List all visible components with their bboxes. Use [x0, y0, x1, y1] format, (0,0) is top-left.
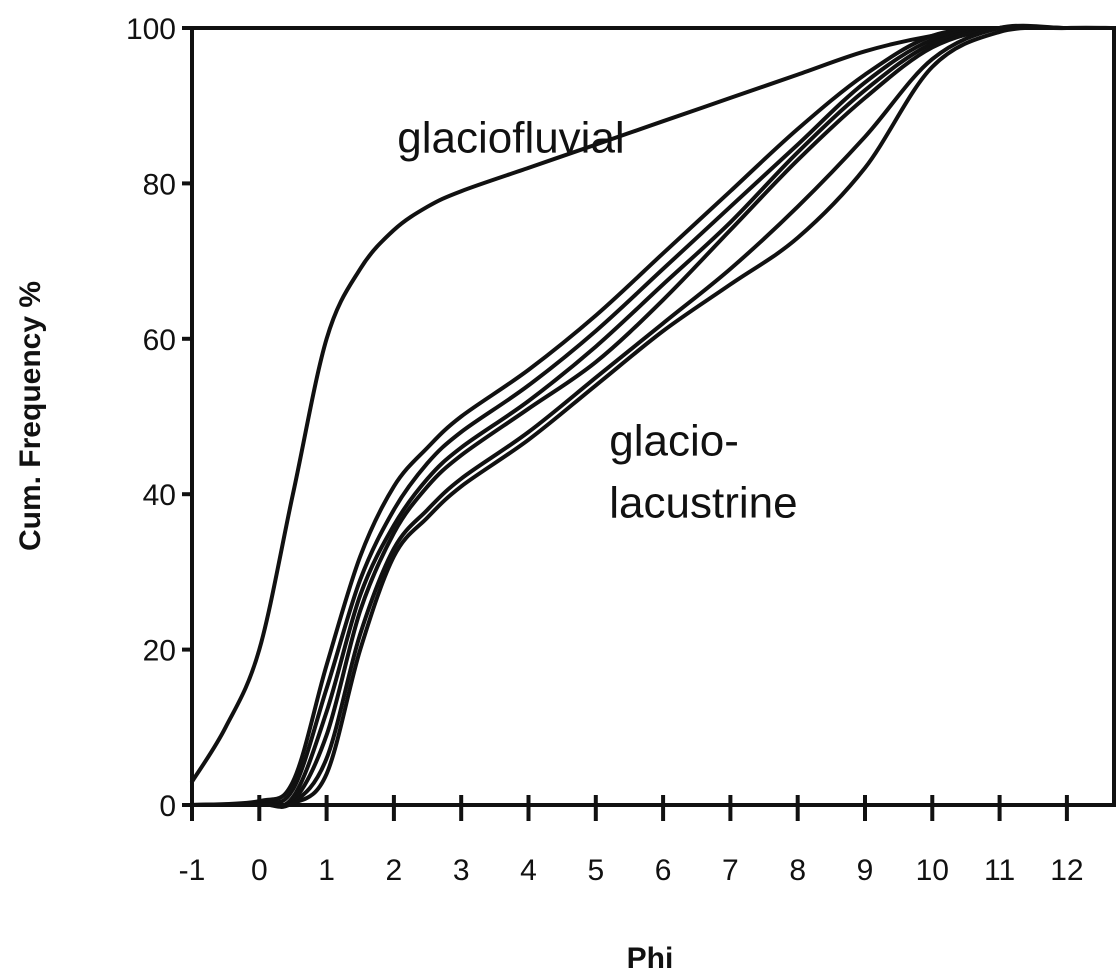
x-tick-label: 4: [520, 854, 537, 887]
plot-frame: [190, 26, 1116, 807]
x-tick-label: 0: [251, 854, 268, 887]
y-axis: 0 20 40 60 80 100: [126, 13, 192, 823]
y-tick-label: 60: [143, 324, 176, 357]
y-tick-label: 0: [159, 790, 176, 823]
curves: [190, 23, 1116, 809]
annotation-label: lacustrine: [609, 479, 797, 528]
annotation-label: glaciofluvial: [397, 113, 624, 162]
y-tick-label: 100: [126, 13, 176, 46]
x-tick-label: 10: [916, 854, 949, 887]
glaciolacustrine-curve: [190, 23, 1116, 809]
glaciolacustrine-curve: [190, 25, 1116, 807]
y-tick-label: 80: [143, 168, 176, 201]
glaciolacustrine-curve: [190, 25, 1116, 807]
glaciolacustrine-curve: [190, 24, 1116, 808]
y-tick-label: 20: [143, 635, 176, 668]
x-tick-label: 5: [587, 854, 604, 887]
x-tick-label: 6: [655, 854, 672, 887]
x-tick-label: 7: [722, 854, 739, 887]
x-tick-label: 12: [1050, 854, 1083, 887]
x-tick-label: 1: [318, 854, 335, 887]
x-tick-label: 8: [789, 854, 806, 887]
annotations: glaciofluvial glacio-lacustrine: [397, 113, 797, 527]
x-tick-label: 2: [386, 854, 403, 887]
x-tick-label: 9: [857, 854, 874, 887]
y-tick-label: 40: [143, 479, 176, 512]
y-axis-title: Cum. Frequency %: [14, 281, 47, 551]
x-axis-title: Phi: [627, 942, 674, 974]
glaciolacustrine-curve: [190, 25, 1116, 808]
glaciofluvial-curve: [190, 25, 1116, 784]
x-tick-label: 3: [453, 854, 470, 887]
x-axis: -1 0 1 2 3 4 5 6 7 8 9 10 11 12: [179, 795, 1084, 887]
annotation-label: glacio-: [609, 416, 739, 465]
x-tick-label: 11: [984, 854, 1015, 887]
x-tick-label: -1: [179, 854, 206, 887]
glaciolacustrine-curve: [190, 24, 1116, 809]
